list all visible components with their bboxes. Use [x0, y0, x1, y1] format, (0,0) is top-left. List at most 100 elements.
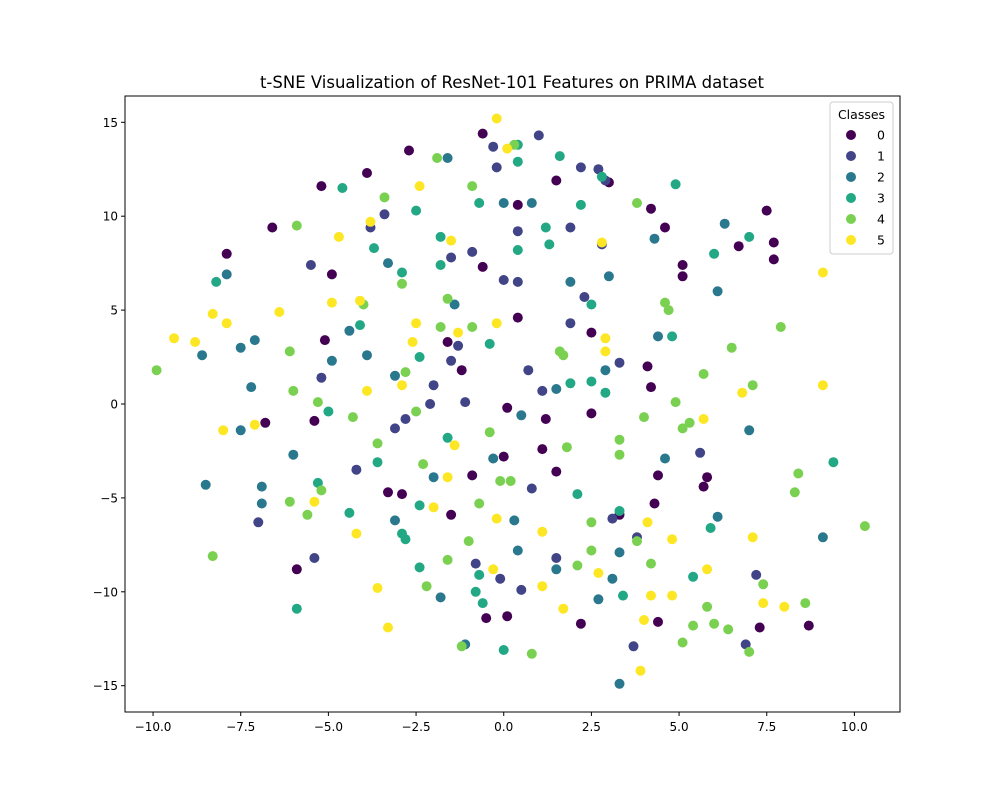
point-class-5: [537, 526, 548, 537]
point-class-5: [702, 564, 713, 575]
point-class-0: [754, 622, 765, 633]
x-tick-label: −5.0: [314, 720, 343, 734]
point-class-2: [603, 271, 614, 282]
x-tick-label: 7.5: [757, 720, 776, 734]
point-class-5: [446, 235, 457, 246]
point-class-2: [660, 453, 670, 464]
point-class-4: [467, 181, 478, 192]
point-class-4: [800, 598, 811, 609]
point-class-0: [456, 365, 467, 376]
point-class-1: [316, 372, 327, 383]
point-class-3: [355, 320, 365, 331]
point-class-3: [586, 299, 597, 310]
point-class-3: [397, 267, 407, 278]
point-class-2: [719, 218, 730, 229]
point-class-4: [793, 468, 804, 479]
point-class-1: [400, 414, 411, 424]
point-class-4: [421, 581, 432, 592]
point-class-2: [235, 342, 246, 353]
point-class-2: [565, 276, 576, 287]
point-class-4: [558, 350, 569, 361]
point-class-2: [197, 350, 208, 361]
point-class-1: [740, 639, 751, 650]
point-class-0: [319, 335, 330, 346]
point-class-3: [411, 205, 422, 216]
point-class-0: [481, 613, 492, 624]
point-class-5: [365, 216, 376, 227]
legend-label-class-5: 5: [877, 233, 885, 248]
point-class-3: [554, 151, 565, 162]
point-class-5: [449, 440, 460, 451]
point-class-5: [333, 231, 344, 242]
point-class-1: [575, 162, 586, 173]
point-class-3: [744, 231, 755, 242]
x-tick-label: 2.5: [582, 720, 601, 734]
point-class-5: [600, 346, 611, 357]
y-tick-label: 10: [103, 210, 118, 224]
legend-label-class-4: 4: [877, 212, 885, 227]
point-class-5: [442, 472, 453, 483]
point-class-5: [414, 181, 425, 192]
point-class-1: [579, 292, 590, 302]
point-class-3: [323, 406, 334, 417]
point-class-4: [372, 438, 383, 449]
point-class-2: [221, 269, 232, 280]
point-class-3: [705, 523, 716, 533]
point-class-3: [337, 183, 348, 193]
point-class-5: [453, 327, 464, 338]
point-class-3: [291, 603, 302, 614]
point-class-3: [828, 457, 839, 468]
point-class-5: [383, 622, 393, 633]
point-class-3: [474, 198, 485, 208]
point-class-0: [502, 402, 513, 413]
point-class-5: [596, 237, 607, 248]
point-class-4: [789, 487, 800, 498]
point-class-3: [477, 598, 488, 609]
point-class-1: [446, 355, 457, 366]
point-class-2: [712, 286, 723, 297]
legend-box: [829, 101, 894, 255]
point-class-0: [397, 489, 407, 500]
point-class-0: [698, 481, 709, 492]
series-class-3: [211, 139, 839, 655]
point-class-0: [477, 261, 488, 272]
point-class-0: [221, 248, 232, 259]
y-tick-label: 15: [103, 116, 118, 130]
point-class-1: [512, 226, 523, 237]
point-class-5: [397, 380, 407, 391]
point-class-4: [463, 536, 474, 547]
point-class-4: [397, 278, 407, 289]
point-class-0: [383, 487, 393, 498]
point-class-1: [537, 385, 548, 396]
point-class-4: [411, 406, 422, 417]
point-class-0: [768, 254, 779, 265]
point-class-5: [428, 502, 439, 513]
point-class-2: [614, 547, 625, 558]
point-class-4: [614, 449, 625, 460]
point-class-4: [614, 434, 625, 445]
x-tick-label: 10.0: [841, 720, 868, 734]
point-class-3: [435, 231, 446, 242]
point-class-0: [362, 168, 372, 178]
x-tick-label: −10.0: [135, 720, 172, 734]
point-class-5: [249, 419, 260, 430]
point-class-4: [586, 517, 597, 528]
y-tick-label: 5: [110, 304, 118, 318]
point-class-0: [677, 260, 688, 270]
point-class-4: [688, 620, 699, 631]
legend-marker-class-2: [846, 172, 856, 182]
legend-title: Classes: [838, 107, 885, 122]
y-tick-label: 0: [110, 398, 118, 412]
point-class-5: [779, 601, 790, 612]
point-class-5: [491, 318, 502, 329]
point-class-3: [442, 432, 453, 443]
point-class-5: [537, 581, 548, 592]
point-class-2: [526, 198, 537, 208]
point-class-2: [256, 481, 267, 492]
x-tick-label: −7.5: [226, 720, 255, 734]
point-class-5: [362, 385, 372, 396]
point-class-0: [768, 237, 779, 248]
point-class-4: [677, 423, 688, 434]
point-class-4: [288, 385, 299, 396]
